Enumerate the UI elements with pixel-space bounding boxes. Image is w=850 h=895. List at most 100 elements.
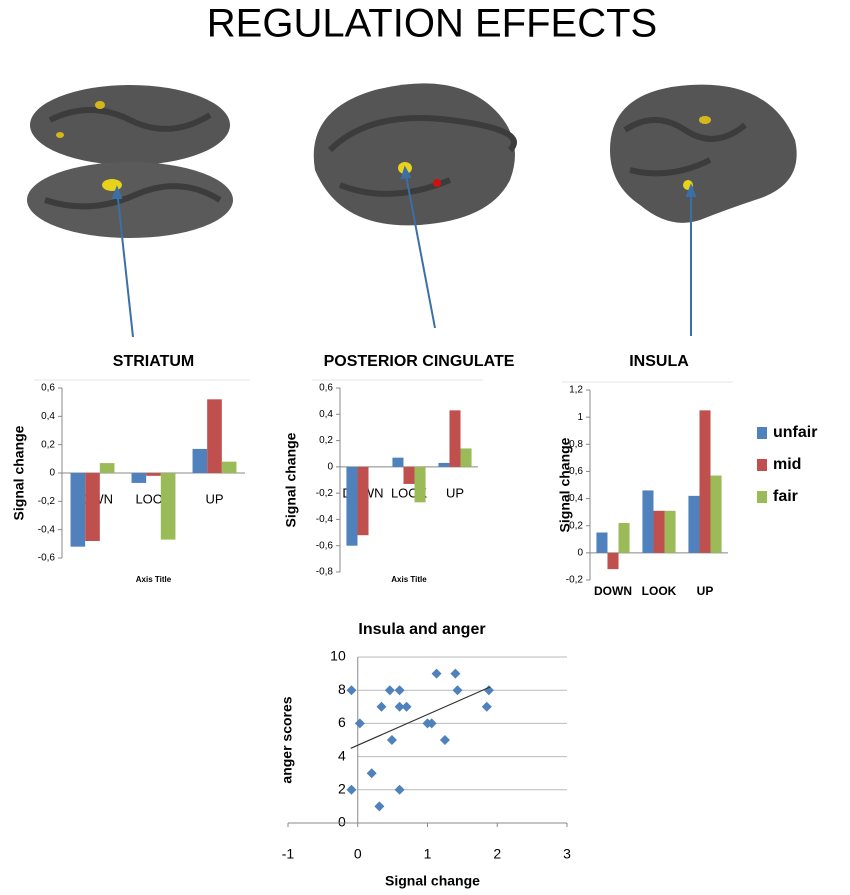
bar [207,399,222,473]
data-point [376,701,387,712]
x-axis-title: Axis Title [136,575,172,584]
brain-cingulate [313,83,517,226]
data-point [394,701,405,712]
bar [653,510,665,553]
x-tick-label: DOWN [594,584,632,598]
data-point [483,685,494,696]
y-tick-label: 6 [338,714,346,730]
x-tick-label: UP [446,485,464,500]
y-axis-title: Signal change [11,425,27,520]
x-tick-label: LOOK [642,584,677,598]
y-tick-label: 0 [577,547,583,558]
data-point [450,668,461,679]
y-tick-label: 1,2 [569,385,583,396]
bar [85,473,100,541]
figure-title: REGULATION EFFECTS [207,2,657,46]
bar [346,466,358,546]
y-tick-label: 0,2 [41,439,55,450]
bar [642,490,654,553]
data-point [439,735,450,745]
data-point [384,685,395,696]
legend-swatch [757,491,767,503]
y-tick-label: 0,2 [319,435,333,446]
data-point [354,718,365,729]
x-tick-label: 2 [493,846,501,862]
x-tick-label: UP [205,491,223,506]
legend-label: unfair [773,424,817,441]
y-tick-label: 10 [330,648,346,664]
x-tick-label: UP [697,584,714,598]
legend-swatch [757,459,767,471]
bar [618,523,630,553]
bar [146,473,161,476]
y-tick-label: 2 [338,781,346,797]
chart-title: POSTERIOR CINGULATE [324,353,515,370]
trendline [350,686,491,749]
bar [438,462,450,467]
y-tick-label: -0,2 [566,575,584,586]
x-tick-label: 0 [354,846,362,862]
y-axis-title: Signal change [557,437,573,532]
legend-label: mid [773,456,801,473]
bar [699,410,711,553]
y-tick-label: 0 [338,814,346,830]
y-tick-label: -0,6 [316,540,334,551]
y-tick-label: 8 [338,681,346,697]
y-tick-label: 1 [577,412,583,423]
data-point [481,701,492,712]
bar [460,448,472,467]
legend-label: fair [773,488,798,505]
bar [160,473,176,540]
data-point [401,701,412,712]
pointer-arrows [111,165,697,338]
y-tick-label: 0,8 [569,439,583,450]
x-axis-title: Signal change [385,873,480,889]
y-tick-label: 0,4 [319,409,333,420]
data-point [366,768,377,779]
bar [70,473,86,547]
data-point [374,801,385,812]
data-point [346,784,357,795]
bar [688,495,700,553]
bar [414,466,426,503]
bar [664,510,676,553]
y-tick-label: -0,2 [38,496,56,507]
legend-swatch [757,427,767,439]
y-tick-label: -0,4 [38,524,56,535]
y-tick-label: -0,6 [38,553,56,564]
y-axis-title: Signal change [283,432,299,527]
brain-insula [610,84,797,223]
y-tick-label: 0 [49,468,55,479]
bar [221,461,237,473]
y-tick-label: 0,6 [41,383,55,394]
bar [357,466,369,536]
bar [607,552,619,570]
y-tick-label: 0,2 [569,520,583,531]
data-point [394,685,405,696]
data-point [452,685,463,696]
data-point [426,718,437,729]
x-tick-label: 3 [563,846,571,862]
bar [99,463,115,473]
y-tick-label: 0 [327,461,333,472]
bar [403,466,415,484]
bar [131,473,147,483]
y-tick-label: -0,8 [316,567,334,578]
x-axis-title: Axis Title [391,575,427,584]
chart-title: INSULA [629,353,689,370]
bar [596,532,608,553]
x-tick-label: 1 [424,846,432,862]
data-point [386,735,397,745]
bar [710,475,722,553]
bar [192,448,208,473]
chart-title: Insula and anger [358,621,485,638]
y-tick-label: 4 [338,747,346,763]
y-tick-label: -0,2 [316,488,334,499]
y-tick-label: 0,4 [569,493,583,504]
data-point [431,668,442,679]
data-point [394,784,405,795]
y-axis-title: anger scores [278,696,294,783]
bar [392,457,404,467]
data-point [346,685,357,696]
